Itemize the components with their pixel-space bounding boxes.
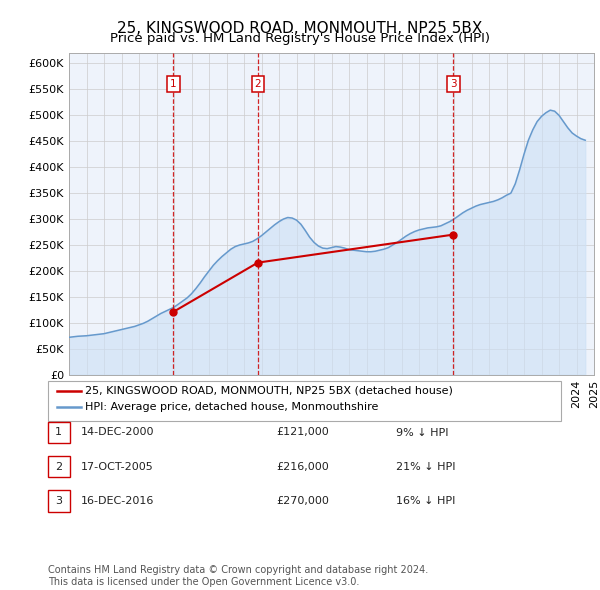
Text: Contains HM Land Registry data © Crown copyright and database right 2024.
This d: Contains HM Land Registry data © Crown c… — [48, 565, 428, 587]
Text: 9% ↓ HPI: 9% ↓ HPI — [396, 428, 448, 437]
Text: 16% ↓ HPI: 16% ↓ HPI — [396, 496, 455, 506]
Text: £216,000: £216,000 — [276, 462, 329, 471]
Text: 25, KINGSWOOD ROAD, MONMOUTH, NP25 5BX: 25, KINGSWOOD ROAD, MONMOUTH, NP25 5BX — [118, 21, 482, 35]
Text: 14-DEC-2000: 14-DEC-2000 — [81, 428, 155, 437]
Text: 16-DEC-2016: 16-DEC-2016 — [81, 496, 154, 506]
Text: HPI: Average price, detached house, Monmouthshire: HPI: Average price, detached house, Monm… — [85, 402, 379, 411]
Text: 3: 3 — [450, 79, 457, 89]
Text: 17-OCT-2005: 17-OCT-2005 — [81, 462, 154, 471]
Text: 2: 2 — [55, 462, 62, 471]
Text: Price paid vs. HM Land Registry's House Price Index (HPI): Price paid vs. HM Land Registry's House … — [110, 32, 490, 45]
Text: 25, KINGSWOOD ROAD, MONMOUTH, NP25 5BX (detached house): 25, KINGSWOOD ROAD, MONMOUTH, NP25 5BX (… — [85, 386, 453, 395]
Text: £270,000: £270,000 — [276, 496, 329, 506]
Text: 2: 2 — [254, 79, 261, 89]
Text: 1: 1 — [55, 428, 62, 437]
Text: 3: 3 — [55, 496, 62, 506]
Text: 21% ↓ HPI: 21% ↓ HPI — [396, 462, 455, 471]
Text: 1: 1 — [170, 79, 176, 89]
Text: £121,000: £121,000 — [276, 428, 329, 437]
